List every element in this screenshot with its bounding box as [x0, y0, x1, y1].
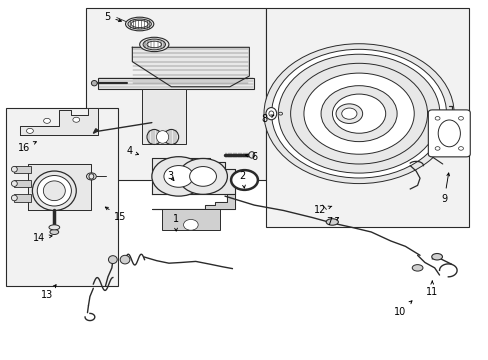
Ellipse shape — [147, 41, 161, 48]
Polygon shape — [152, 194, 234, 209]
Ellipse shape — [37, 176, 71, 206]
Circle shape — [183, 220, 198, 230]
Circle shape — [341, 108, 356, 119]
Circle shape — [321, 86, 396, 141]
Ellipse shape — [431, 253, 442, 260]
Text: 11: 11 — [425, 281, 437, 297]
Polygon shape — [27, 164, 91, 211]
Bar — [14, 166, 31, 173]
Bar — [5, 108, 118, 286]
Ellipse shape — [143, 39, 165, 50]
Text: 13: 13 — [41, 285, 56, 301]
Ellipse shape — [248, 152, 254, 158]
Circle shape — [178, 158, 227, 194]
Bar — [98, 78, 254, 89]
Ellipse shape — [140, 37, 168, 51]
Text: 12: 12 — [313, 206, 331, 216]
Bar — [14, 180, 31, 187]
Ellipse shape — [163, 130, 178, 144]
Ellipse shape — [231, 170, 257, 190]
Circle shape — [458, 117, 463, 120]
Circle shape — [290, 63, 427, 164]
Ellipse shape — [43, 181, 65, 201]
Text: 15: 15 — [105, 207, 126, 221]
Ellipse shape — [325, 219, 338, 225]
Circle shape — [73, 117, 80, 122]
Ellipse shape — [128, 19, 151, 29]
Ellipse shape — [50, 229, 59, 234]
Circle shape — [434, 147, 439, 150]
Circle shape — [458, 147, 463, 150]
Circle shape — [304, 73, 413, 154]
Text: 9: 9 — [441, 173, 448, 204]
Bar — [266, 8, 468, 226]
Ellipse shape — [91, 81, 97, 86]
Polygon shape — [93, 129, 98, 134]
Ellipse shape — [32, 171, 76, 211]
Text: 1: 1 — [172, 215, 178, 231]
Ellipse shape — [411, 265, 422, 271]
Text: 4: 4 — [126, 146, 138, 156]
Text: 6: 6 — [245, 152, 257, 162]
Polygon shape — [152, 158, 234, 194]
Text: 10: 10 — [394, 301, 411, 316]
Bar — [142, 89, 185, 144]
Circle shape — [264, 44, 453, 184]
Circle shape — [335, 104, 362, 123]
Circle shape — [278, 54, 439, 173]
Circle shape — [43, 118, 50, 123]
Ellipse shape — [125, 17, 154, 31]
Circle shape — [163, 166, 193, 187]
Circle shape — [189, 167, 216, 186]
Circle shape — [26, 129, 33, 134]
Circle shape — [332, 94, 385, 133]
Ellipse shape — [89, 174, 94, 179]
Circle shape — [434, 117, 439, 120]
Ellipse shape — [268, 111, 273, 116]
Text: 14: 14 — [33, 233, 52, 243]
Ellipse shape — [131, 21, 148, 28]
Text: 8: 8 — [261, 114, 273, 124]
Ellipse shape — [108, 256, 117, 264]
Ellipse shape — [278, 112, 282, 115]
Text: 5: 5 — [104, 12, 121, 22]
Ellipse shape — [11, 195, 17, 201]
Polygon shape — [20, 108, 98, 135]
Bar — [86, 8, 266, 180]
Circle shape — [86, 173, 96, 180]
Text: 16: 16 — [18, 141, 36, 153]
Circle shape — [152, 157, 205, 196]
Text: 3: 3 — [167, 171, 174, 181]
Ellipse shape — [437, 120, 459, 147]
FancyBboxPatch shape — [427, 110, 469, 157]
Bar — [14, 194, 31, 202]
Ellipse shape — [11, 181, 17, 186]
Ellipse shape — [147, 130, 161, 144]
Ellipse shape — [49, 225, 60, 230]
Text: 2: 2 — [239, 171, 245, 188]
Circle shape — [271, 49, 446, 178]
Polygon shape — [132, 47, 249, 87]
Text: 7: 7 — [325, 217, 338, 227]
Ellipse shape — [265, 108, 276, 120]
Ellipse shape — [120, 255, 130, 264]
Bar — [161, 209, 220, 230]
Ellipse shape — [11, 166, 17, 172]
Ellipse shape — [156, 131, 168, 143]
